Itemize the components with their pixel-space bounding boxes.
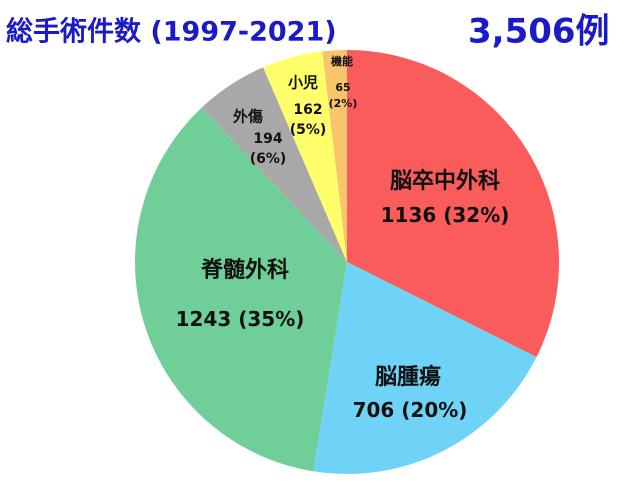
slice-value: 194 (6%) <box>250 131 287 167</box>
pie-slice <box>135 107 347 472</box>
pie-slice <box>263 51 347 262</box>
slice-value: 162 (5%) <box>290 102 327 138</box>
pie-slice <box>347 50 560 358</box>
slice-name: 脳腫瘍 <box>375 364 441 390</box>
slice-name: 外傷 <box>232 108 263 126</box>
pie-slice <box>313 262 537 475</box>
slice-value: 1136 (32%) <box>381 203 510 227</box>
pie-slice <box>322 50 347 262</box>
slice-name: 機能 <box>331 54 353 68</box>
slice-name: 脳卒中外科 <box>390 168 500 194</box>
total-label: 3,506例 <box>468 12 610 52</box>
slice-value: 706 (20%) <box>353 398 468 422</box>
slice-name: 小児 <box>288 74 318 92</box>
slice-value: 1243 (35%) <box>176 307 305 331</box>
pie-slice <box>201 67 347 263</box>
slice-name: 脊髄外科 <box>200 257 289 283</box>
chart-title: 総手術件数 (1997-2021) <box>6 16 337 48</box>
slice-value: 65 (2%) <box>329 81 358 110</box>
